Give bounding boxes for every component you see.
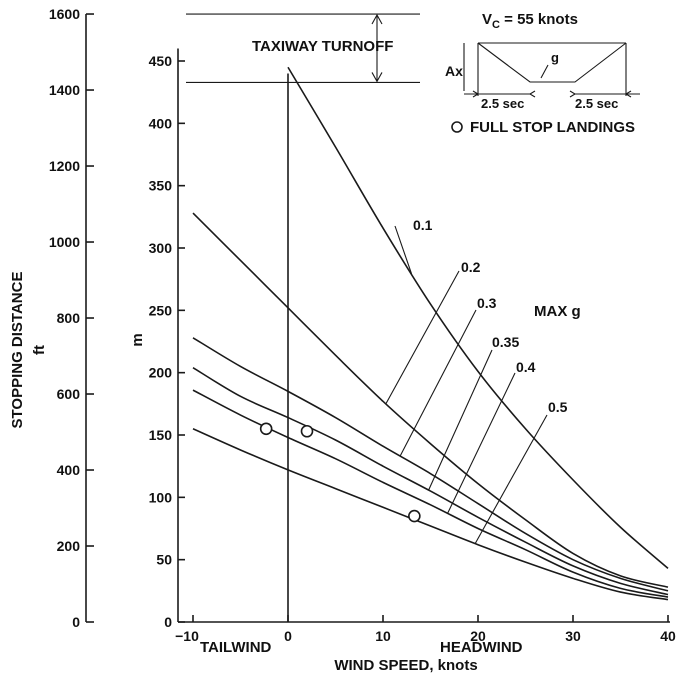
curve-g-0-2: [192, 212, 669, 588]
taxiway-arrow-down: [371, 72, 383, 83]
x-tick-label: 10: [375, 628, 391, 644]
curve-g-0-35: [192, 366, 669, 596]
curve-g-0-5: [192, 428, 669, 601]
x-tick-label: −10: [175, 628, 199, 644]
axes: [85, 13, 670, 623]
curve-label-0-3: 0.3: [477, 295, 497, 311]
inset-g-label: g: [551, 50, 559, 65]
leader-line-0-5: [474, 414, 548, 544]
m-tick-label: 300: [149, 240, 173, 256]
ticks: 0200400600800100012001400160005010015020…: [49, 6, 676, 644]
full-stop-legend-label: FULL STOP LANDINGS: [470, 119, 635, 136]
m-tick-label: 350: [149, 178, 173, 194]
curve-label-0-1: 0.1: [413, 217, 433, 233]
inset-arrow-left-a: [472, 90, 480, 98]
curve-label-0-4: 0.4: [516, 359, 536, 375]
m-tick-label: 450: [149, 53, 173, 69]
curve-g-0-3: [192, 337, 669, 592]
ft-axis-unit: ft: [31, 345, 48, 355]
curve-g-0-1: [287, 66, 669, 569]
m-tick-label: 150: [149, 427, 173, 443]
m-tick-label: 50: [156, 552, 172, 568]
inset-left-time: 2.5 sec: [481, 96, 524, 111]
taxiway-turnoff-label: TAXIWAY TURNOFF: [252, 38, 393, 55]
curve-g-0-4: [192, 389, 669, 598]
tailwind-label: TAILWIND: [200, 639, 272, 656]
leader-line-0-3: [399, 309, 477, 457]
leader-line-0-4: [447, 372, 516, 514]
inset-ax-label: Ax: [445, 63, 463, 79]
inset-arrow-right-a: [569, 90, 577, 98]
m-tick-label: 0: [164, 614, 172, 630]
ft-tick-label: 1600: [49, 6, 80, 22]
ft-tick-label: 1200: [49, 158, 80, 174]
full-stop-markers: [259, 422, 421, 523]
deceleration-inset: VC = 55 knots Ax g 2.5 sec 2.5 sec: [445, 11, 640, 111]
x-tick-label: 20: [470, 628, 486, 644]
inset-g-pointer: [540, 64, 549, 79]
curve-label-0-2: 0.2: [461, 259, 481, 275]
full-stop-marker-1: [259, 422, 273, 436]
ft-tick-label: 1000: [49, 234, 80, 250]
ft-tick-label: 0: [72, 614, 80, 630]
x-tick-label: 0: [284, 628, 292, 644]
leader-line-0-2: [385, 270, 460, 405]
curves: [192, 66, 669, 601]
x-tick-label: 30: [565, 628, 581, 644]
ft-tick-label: 1400: [49, 82, 80, 98]
ft-axis-title: STOPPING DISTANCE: [9, 272, 26, 429]
ft-tick-label: 800: [57, 310, 81, 326]
inset-vc-label: VC = 55 knots: [482, 11, 578, 31]
curve-label-0-5: 0.5: [548, 399, 568, 415]
ft-tick-label: 400: [57, 462, 81, 478]
full-stop-marker-2: [300, 424, 314, 438]
inset-right-time: 2.5 sec: [575, 96, 618, 111]
x-tick-label: 40: [660, 628, 676, 644]
m-axis-title: m: [129, 333, 146, 346]
ft-tick-label: 600: [57, 386, 81, 402]
m-tick-label: 400: [149, 115, 173, 131]
x-axis-title: WIND SPEED, knots: [334, 657, 477, 674]
taxiway-arrow-up: [371, 13, 383, 25]
m-tick-label: 100: [149, 489, 173, 505]
inset-profile-line: [477, 42, 627, 83]
full-stop-legend-marker: [451, 121, 463, 133]
inset-arrow-left-b: [528, 90, 536, 98]
m-tick-label: 250: [149, 302, 173, 318]
headwind-label: HEADWIND: [440, 639, 523, 656]
leader-line-0-35: [428, 349, 493, 491]
curve-leader-lines: 0.1 0.2 0.3 0.35 0.4 0.5: [385, 217, 568, 544]
curve-label-0-35: 0.35: [492, 334, 519, 350]
full-stop-marker-3: [408, 509, 421, 523]
ft-tick-label: 200: [57, 538, 81, 554]
leader-line-0-1: [394, 225, 413, 274]
m-tick-label: 200: [149, 365, 173, 381]
inset-arrow-right-b: [624, 90, 632, 98]
legend-title: MAX g: [534, 303, 581, 320]
